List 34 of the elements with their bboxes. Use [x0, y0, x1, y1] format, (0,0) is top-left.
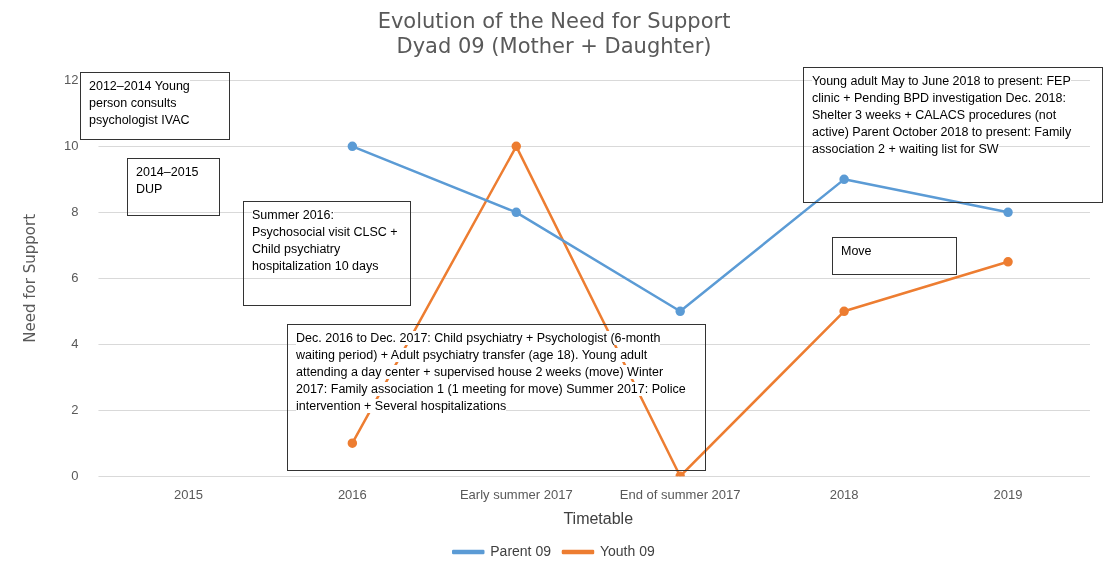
point	[347, 438, 358, 448]
y-tick-label: 12	[63, 71, 79, 87]
y-tick-label: 2	[71, 401, 79, 417]
annotation: 2014–2015 DUP	[136, 165, 199, 196]
x-tick-label: End of summer 2017	[619, 486, 741, 502]
legend-label: Youth 09	[599, 542, 655, 559]
point	[839, 174, 849, 185]
point	[511, 207, 522, 218]
y-tick-label: 0	[71, 467, 79, 483]
point	[347, 141, 358, 152]
annotation: Move	[841, 244, 872, 258]
legend-label: Parent 09	[490, 542, 552, 559]
x-tick-label: 2016	[337, 486, 367, 502]
point	[511, 141, 522, 152]
y-axis-title: Need for Support	[20, 213, 39, 343]
x-tick-label: 2019	[993, 486, 1023, 502]
x-tick-label: Early summer 2017	[459, 486, 573, 502]
annotation: 2012–2014 Young person consults psychologist IVAC	[89, 79, 190, 127]
y-tick-label: 4	[71, 335, 79, 351]
annotation: Dec. 2016 to Dec. 2017: Child psychiatry + Psychologist (6-month waiting period) + Adult psychiatry transfer (age 18). Young adult attending a day center + supervised house 2 weeks (move) Winter 2017: Family association 1 (1 meeting for move) Summer 2017: Police intervention + Several hospitalizations	[296, 331, 686, 413]
x-tick-label: 2015	[173, 486, 203, 502]
x-axis-title: Timetable	[563, 509, 634, 527]
x-tick-label: 2018	[829, 486, 859, 502]
point	[1003, 257, 1013, 267]
y-tick-label: 6	[71, 269, 79, 285]
point	[839, 306, 849, 317]
y-tick-label: 10	[63, 137, 79, 153]
point	[1003, 207, 1013, 218]
chart-subtitle: Dyad 09 (Mother + Daughter)	[396, 34, 712, 59]
annotation: Summer 2016: Psychosocial visit CLSC + Child psychiatry hospitalization 10 days	[252, 208, 398, 273]
y-tick-label: 8	[71, 203, 79, 219]
point	[675, 306, 685, 317]
annotation: Young adult May to June 2018 to present: FEP clinic + Pending BPD investigation Dec. 2018: Shelter 3 weeks + CALACS procedures (not active) Parent October 2018 to present: Family association 2 + waiting list for SW	[812, 74, 1072, 156]
chart-title: Evolution of the Need for Support	[377, 9, 731, 34]
